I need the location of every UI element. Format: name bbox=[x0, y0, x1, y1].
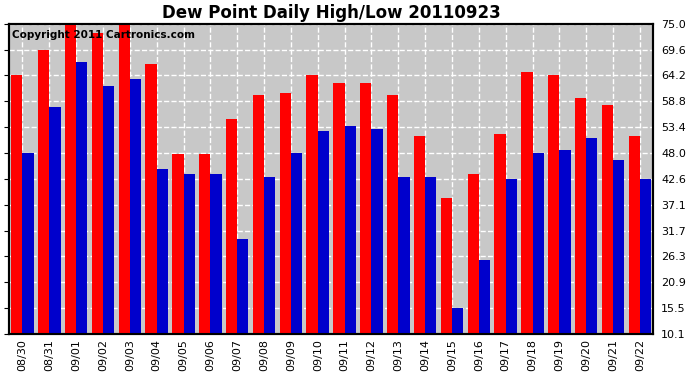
Bar bbox=[640, 179, 651, 375]
Bar bbox=[602, 105, 613, 375]
Bar bbox=[344, 126, 356, 375]
Bar bbox=[586, 138, 598, 375]
Bar bbox=[479, 260, 490, 375]
Bar bbox=[264, 177, 275, 375]
Bar bbox=[468, 174, 479, 375]
Bar bbox=[441, 198, 452, 375]
Bar bbox=[38, 50, 49, 375]
Bar bbox=[575, 98, 586, 375]
Bar bbox=[199, 154, 210, 375]
Bar bbox=[629, 136, 640, 375]
Bar bbox=[318, 131, 329, 375]
Bar bbox=[548, 75, 560, 375]
Bar bbox=[560, 150, 571, 375]
Bar bbox=[533, 153, 544, 375]
Bar bbox=[291, 153, 302, 375]
Text: Copyright 2011 Cartronics.com: Copyright 2011 Cartronics.com bbox=[12, 30, 195, 40]
Bar bbox=[360, 84, 371, 375]
Bar bbox=[103, 86, 115, 375]
Bar bbox=[226, 119, 237, 375]
Bar bbox=[398, 177, 410, 375]
Bar bbox=[92, 33, 103, 375]
Bar bbox=[306, 75, 318, 375]
Bar bbox=[452, 308, 463, 375]
Bar bbox=[146, 64, 157, 375]
Bar bbox=[333, 84, 344, 375]
Bar bbox=[172, 154, 184, 375]
Bar bbox=[23, 153, 34, 375]
Bar bbox=[371, 129, 383, 375]
Bar bbox=[495, 134, 506, 375]
Bar bbox=[65, 24, 76, 375]
Bar bbox=[506, 179, 517, 375]
Bar bbox=[76, 62, 88, 375]
Bar bbox=[130, 79, 141, 375]
Bar bbox=[425, 177, 436, 375]
Title: Dew Point Daily High/Low 20110923: Dew Point Daily High/Low 20110923 bbox=[161, 4, 500, 22]
Bar bbox=[237, 239, 248, 375]
Bar bbox=[184, 174, 195, 375]
Bar bbox=[210, 174, 221, 375]
Bar bbox=[414, 136, 425, 375]
Bar bbox=[613, 160, 624, 375]
Bar bbox=[279, 93, 291, 375]
Bar bbox=[49, 107, 61, 375]
Bar bbox=[11, 75, 23, 375]
Bar bbox=[119, 24, 130, 375]
Bar bbox=[157, 170, 168, 375]
Bar bbox=[387, 95, 398, 375]
Bar bbox=[521, 72, 533, 375]
Bar bbox=[253, 95, 264, 375]
